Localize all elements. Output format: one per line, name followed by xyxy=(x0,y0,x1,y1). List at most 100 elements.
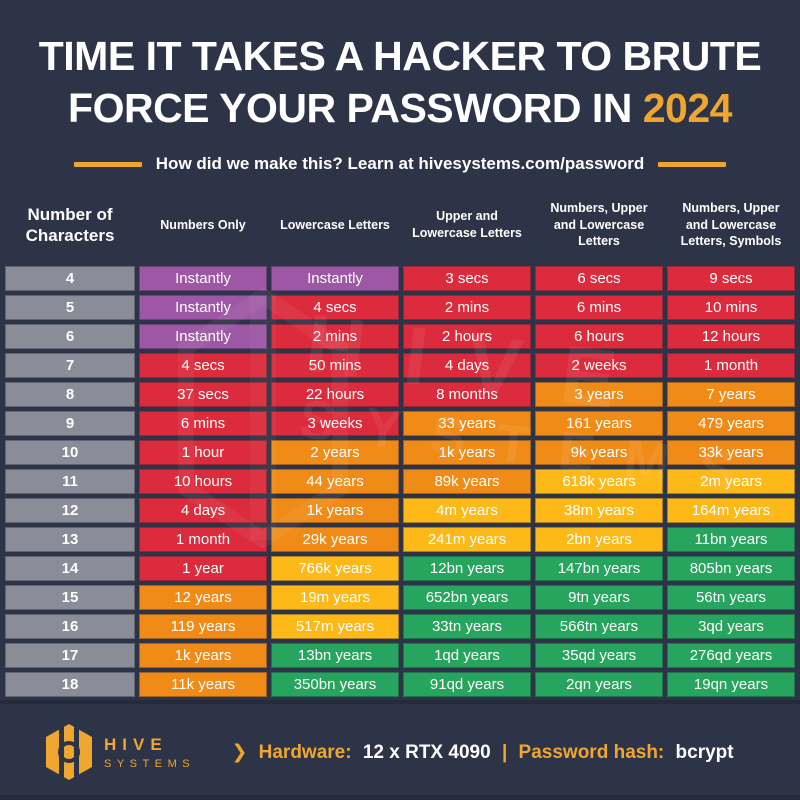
crack-time-cell: 11k years xyxy=(139,672,267,697)
char-count-cell: 8 xyxy=(5,382,135,407)
crack-time-cell: 1k years xyxy=(271,498,399,523)
password-table: Number of Characters Numbers Only Lowercas… xyxy=(0,188,800,697)
crack-time-cell: 9 secs xyxy=(667,266,795,291)
char-count-cell: 17 xyxy=(5,643,135,668)
title-line-2: FORCE YOUR PASSWORD IN 2024 xyxy=(0,82,800,134)
hash-value: bcrypt xyxy=(675,741,734,763)
crack-time-cell: 618k years xyxy=(535,469,663,494)
hardware-label: Hardware: xyxy=(258,741,352,763)
crack-time-cell: 8 months xyxy=(403,382,531,407)
title-year: 2024 xyxy=(642,85,733,131)
hash-label: Password hash: xyxy=(518,741,665,763)
char-count-cell: 15 xyxy=(5,585,135,610)
crack-time-cell: 33 years xyxy=(403,411,531,436)
crack-time-cell: 9k years xyxy=(535,440,663,465)
crack-time-cell: Instantly xyxy=(139,266,267,291)
crack-time-cell: 566tn years xyxy=(535,614,663,639)
crack-time-cell: Instantly xyxy=(271,266,399,291)
crack-time-cell: 1k years xyxy=(403,440,531,465)
brand-wordmark: HIVE SYSTEMS xyxy=(104,735,195,770)
char-count-cell: 11 xyxy=(5,469,135,494)
char-count-cell: 16 xyxy=(5,614,135,639)
column-header: Lowercase Letters xyxy=(280,217,390,232)
crack-time-cell: 13bn years xyxy=(271,643,399,668)
separator-pipe: | xyxy=(501,741,508,763)
char-count-cell: 18 xyxy=(5,672,135,697)
title-line-1: TIME IT TAKES A HACKER TO BRUTE xyxy=(38,33,762,79)
subtitle-row: How did we make this? Learn at hivesyste… xyxy=(0,154,800,174)
crack-time-cell: 33k years xyxy=(667,440,795,465)
crack-time-cell: 3 years xyxy=(535,382,663,407)
crack-time-cell: 44 years xyxy=(271,469,399,494)
crack-time-cell: 10 mins xyxy=(667,295,795,320)
crack-time-cell: 6 hours xyxy=(535,324,663,349)
crack-time-cell: Instantly xyxy=(139,324,267,349)
hive-logo-icon xyxy=(46,723,92,781)
crack-time-cell: 1 hour xyxy=(139,440,267,465)
crack-time-cell: 2m years xyxy=(667,469,795,494)
crack-time-cell: 33tn years xyxy=(403,614,531,639)
crack-time-cell: 2 hours xyxy=(403,324,531,349)
char-count-cell: 6 xyxy=(5,324,135,349)
column-header: Numbers Only xyxy=(160,217,246,232)
crack-time-cell: 4 days xyxy=(403,353,531,378)
crack-time-cell: 4m years xyxy=(403,498,531,523)
crack-time-cell: 29k years xyxy=(271,527,399,552)
brand-name-top: HIVE xyxy=(104,734,168,754)
char-count-cell: 10 xyxy=(5,440,135,465)
crack-time-cell: 50 mins xyxy=(271,353,399,378)
crack-time-cell: 4 days xyxy=(139,498,267,523)
hive-systems-logo: HIVE SYSTEMS xyxy=(44,723,195,781)
crack-time-cell: 479 years xyxy=(667,411,795,436)
crack-time-cell: 19m years xyxy=(271,585,399,610)
crack-time-cell: 1 month xyxy=(139,527,267,552)
page-title: TIME IT TAKES A HACKER TO BRUTE FORCE YO… xyxy=(0,30,800,134)
crack-time-cell: 276qd years xyxy=(667,643,795,668)
crack-time-cell: 6 mins xyxy=(535,295,663,320)
crack-time-cell: 2 mins xyxy=(271,324,399,349)
crack-time-cell: 4 secs xyxy=(139,353,267,378)
char-count-cell: 13 xyxy=(5,527,135,552)
crack-time-cell: 766k years xyxy=(271,556,399,581)
crack-time-cell: 3qd years xyxy=(667,614,795,639)
crack-time-cell: 3 weeks xyxy=(271,411,399,436)
crack-time-cell: 2qn years xyxy=(535,672,663,697)
crack-time-cell: 517m years xyxy=(271,614,399,639)
column-header: Numbers, Upper and Lowercase Letters, Sy… xyxy=(680,200,782,249)
crack-time-cell: 19qn years xyxy=(667,672,795,697)
chevron-icon: ❯ xyxy=(231,741,248,763)
footer: HIVE SYSTEMS ❯ Hardware: 12 x RTX 4090 |… xyxy=(0,700,800,800)
crack-time-cell: 9tn years xyxy=(535,585,663,610)
char-count-cell: 4 xyxy=(5,266,135,291)
column-header: Number of Characters xyxy=(25,204,115,245)
subtitle-right-rule xyxy=(658,161,727,167)
crack-time-cell: 147bn years xyxy=(535,556,663,581)
crack-time-cell: 161 years xyxy=(535,411,663,436)
crack-time-cell: 3 secs xyxy=(403,266,531,291)
subtitle-text: How did we make this? Learn at hivesyste… xyxy=(155,154,645,173)
crack-time-cell: 37 secs xyxy=(139,382,267,407)
crack-time-cell: 35qd years xyxy=(535,643,663,668)
crack-time-cell: 11bn years xyxy=(667,527,795,552)
crack-time-cell: 652bn years xyxy=(403,585,531,610)
crack-time-cell: 164m years xyxy=(667,498,795,523)
hardware-note: ❯ Hardware: 12 x RTX 4090 | Password has… xyxy=(195,741,770,764)
crack-time-cell: 1k years xyxy=(139,643,267,668)
char-count-cell: 7 xyxy=(5,353,135,378)
crack-time-cell: 7 years xyxy=(667,382,795,407)
crack-time-cell: 6 secs xyxy=(535,266,663,291)
table-wrap: Number of Characters Numbers Only Lowercas… xyxy=(0,188,800,697)
crack-time-cell: 12bn years xyxy=(403,556,531,581)
crack-time-cell: 10 hours xyxy=(139,469,267,494)
crack-time-cell: 22 hours xyxy=(271,382,399,407)
crack-time-cell: 2 years xyxy=(271,440,399,465)
subtitle-left-rule xyxy=(73,161,142,167)
crack-time-cell: 119 years xyxy=(139,614,267,639)
crack-time-cell: 12 hours xyxy=(667,324,795,349)
char-count-cell: 14 xyxy=(5,556,135,581)
crack-time-cell: Instantly xyxy=(139,295,267,320)
brand-name-bottom: SYSTEMS xyxy=(104,757,196,770)
crack-time-cell: 56tn years xyxy=(667,585,795,610)
char-count-cell: 9 xyxy=(5,411,135,436)
